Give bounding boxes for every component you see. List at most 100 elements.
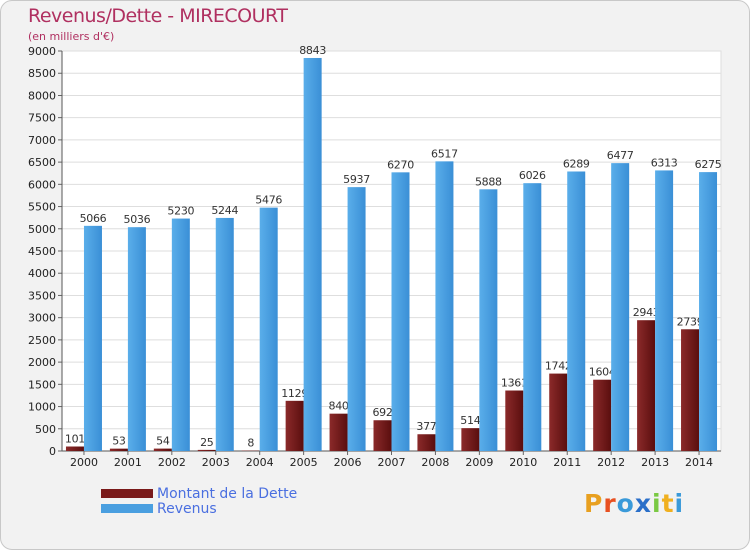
bar-debt bbox=[637, 320, 656, 451]
data-label-revenue: 5230 bbox=[167, 205, 194, 218]
legend-label-revenue: Revenus bbox=[157, 501, 217, 517]
data-label-debt: 54 bbox=[156, 435, 170, 448]
data-label-debt: 377 bbox=[416, 420, 436, 433]
data-label-revenue: 6275 bbox=[695, 158, 722, 171]
bar-debt bbox=[285, 400, 304, 451]
bar-revenue bbox=[391, 172, 410, 452]
data-label-revenue: 6026 bbox=[519, 169, 546, 182]
chart-subtitle: (en milliers d'€) bbox=[28, 30, 115, 43]
y-tick-label: 0 bbox=[49, 445, 56, 458]
data-label-revenue: 6270 bbox=[387, 158, 414, 171]
x-tick-label: 2008 bbox=[421, 456, 449, 469]
x-tick-label: 2009 bbox=[465, 456, 493, 469]
legend-swatch-revenue bbox=[101, 504, 153, 513]
data-label-debt: 25 bbox=[200, 436, 214, 449]
data-label-revenue: 5476 bbox=[255, 194, 282, 207]
legend-label-debt: Montant de la Dette bbox=[157, 486, 298, 502]
bar-revenue bbox=[435, 161, 454, 451]
y-tick-label: 2000 bbox=[28, 356, 56, 369]
data-label-revenue: 5888 bbox=[475, 175, 502, 188]
data-label-debt: 1129 bbox=[281, 387, 308, 400]
bar-revenue bbox=[699, 172, 718, 451]
bar-debt bbox=[197, 449, 216, 451]
logo-letter: i bbox=[674, 489, 685, 518]
data-label-revenue: 5244 bbox=[211, 204, 238, 217]
y-tick-label: 8000 bbox=[28, 89, 56, 102]
data-label-revenue: 5066 bbox=[80, 212, 107, 225]
bar-debt bbox=[549, 373, 568, 451]
bar-revenue bbox=[523, 183, 542, 451]
data-label-debt: 101 bbox=[65, 433, 85, 446]
logo-letter: r bbox=[603, 489, 617, 518]
x-tick-label: 2003 bbox=[202, 456, 230, 469]
legend-swatch-debt bbox=[101, 489, 153, 498]
x-tick-label: 2012 bbox=[597, 456, 625, 469]
data-label-debt: 2739 bbox=[677, 315, 704, 328]
y-tick-label: 6000 bbox=[28, 178, 56, 191]
data-label-revenue: 6477 bbox=[607, 149, 634, 162]
logo-letter: t bbox=[661, 489, 675, 518]
x-tick-label: 2000 bbox=[70, 456, 98, 469]
x-tick-label: 2006 bbox=[334, 456, 362, 469]
y-tick-label: 4000 bbox=[28, 267, 56, 280]
data-label-revenue: 6517 bbox=[431, 147, 458, 160]
bar-debt bbox=[417, 434, 436, 451]
y-tick-label: 4500 bbox=[28, 245, 56, 258]
x-tick-label: 2010 bbox=[509, 456, 537, 469]
y-tick-label: 7500 bbox=[28, 112, 56, 125]
bar-debt bbox=[329, 413, 348, 451]
y-tick-label: 5000 bbox=[28, 223, 56, 236]
proxiti-logo: Proxiti bbox=[584, 489, 684, 518]
data-label-revenue: 6289 bbox=[563, 157, 590, 170]
bar-revenue bbox=[567, 171, 586, 451]
bar-debt bbox=[681, 329, 700, 451]
y-tick-label: 1500 bbox=[28, 378, 56, 391]
logo-letter: i bbox=[652, 489, 662, 518]
x-tick-label: 2002 bbox=[158, 456, 186, 469]
x-tick-label: 2013 bbox=[641, 456, 669, 469]
data-label-revenue: 8843 bbox=[299, 44, 326, 57]
data-label-debt: 840 bbox=[329, 400, 349, 413]
data-label-debt: 53 bbox=[112, 435, 126, 448]
y-tick-label: 500 bbox=[35, 423, 56, 436]
y-tick-label: 3500 bbox=[28, 289, 56, 302]
bar-revenue bbox=[215, 217, 234, 451]
y-tick-label: 3000 bbox=[28, 312, 56, 325]
bar-debt bbox=[153, 448, 172, 451]
bar-debt bbox=[593, 379, 612, 451]
data-label-debt: 1742 bbox=[545, 360, 572, 373]
y-tick-label: 7000 bbox=[28, 134, 56, 147]
y-tick-label: 8500 bbox=[28, 67, 56, 80]
data-label-revenue: 5036 bbox=[124, 213, 151, 226]
bar-revenue bbox=[479, 189, 498, 452]
data-label-debt: 2943 bbox=[633, 306, 660, 319]
y-tick-label: 1000 bbox=[28, 401, 56, 414]
bar-debt bbox=[109, 448, 128, 451]
bar-debt bbox=[461, 428, 480, 451]
data-label-debt: 1361 bbox=[501, 377, 528, 390]
bar-revenue bbox=[611, 163, 630, 451]
logo-letter: o bbox=[616, 489, 635, 518]
data-label-revenue: 5937 bbox=[343, 173, 370, 186]
logo-letter: P bbox=[584, 489, 604, 518]
logo-letter: x bbox=[634, 489, 652, 518]
bar-debt bbox=[373, 420, 392, 451]
bar-revenue bbox=[303, 57, 322, 451]
data-label-debt: 8 bbox=[247, 437, 254, 450]
y-tick-label: 5500 bbox=[28, 201, 56, 214]
chart-title: Revenus/Dette - MIRECOURT bbox=[28, 5, 288, 27]
data-label-debt: 692 bbox=[372, 406, 392, 419]
data-label-debt: 514 bbox=[460, 414, 480, 427]
x-tick-label: 2007 bbox=[378, 456, 406, 469]
bar-revenue bbox=[655, 170, 674, 451]
bar-debt bbox=[65, 446, 84, 451]
bar-revenue bbox=[83, 225, 102, 451]
x-tick-label: 2005 bbox=[290, 456, 318, 469]
bar-debt bbox=[505, 390, 524, 451]
x-tick-label: 2004 bbox=[246, 456, 274, 469]
data-label-revenue: 6313 bbox=[651, 156, 678, 169]
x-tick-label: 2011 bbox=[553, 456, 581, 469]
bar-revenue bbox=[347, 187, 366, 451]
